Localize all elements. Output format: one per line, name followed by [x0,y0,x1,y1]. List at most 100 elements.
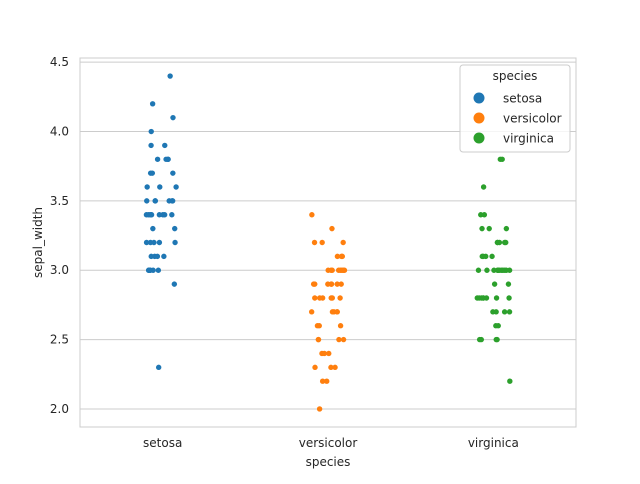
data-point-setosa [156,239,163,246]
y-tick-label: 2.0 [50,402,69,416]
data-point-virginica [478,336,485,343]
x-tick-label: virginica [468,436,519,450]
data-point-setosa [148,128,154,135]
data-point-versicolor [337,323,344,329]
data-point-virginica [500,267,506,273]
data-point-setosa [144,198,150,204]
data-point-setosa [154,156,161,162]
data-point-versicolor [309,212,315,218]
data-point-versicolor [308,309,315,315]
x-axis-label: species [306,455,351,469]
data-point-setosa [152,198,159,204]
data-point-virginica [497,156,504,162]
data-point-setosa [170,170,176,176]
data-points [143,73,513,412]
data-point-versicolor [314,323,321,329]
data-point-versicolor [334,281,340,287]
data-point-versicolor [336,336,342,343]
data-point-setosa [157,184,163,190]
data-point-versicolor [315,336,322,343]
data-point-setosa [149,170,156,176]
data-point-setosa [145,212,152,218]
legend: species setosa versicolor virginica [459,64,571,153]
data-point-versicolor [312,364,318,371]
data-point-virginica [484,267,490,273]
data-point-setosa [163,156,169,162]
data-point-virginica [480,253,486,260]
data-point-versicolor [316,406,323,412]
data-point-setosa [148,253,154,260]
data-point-virginica [491,267,497,273]
legend-box [459,64,571,153]
y-tick-labels: 2.0 2.5 3.0 3.5 4.0 4.5 [50,55,69,416]
data-point-versicolor [338,253,345,260]
data-point-virginica [480,184,487,190]
data-point-setosa [144,184,150,190]
data-point-setosa [154,253,161,260]
y-tick-label: 3.0 [50,263,69,277]
data-point-setosa [143,239,150,246]
legend-marker-virginica [473,132,485,144]
y-tick-label: 2.5 [50,333,69,347]
data-point-setosa [167,73,173,79]
data-point-setosa [150,225,156,232]
data-point-versicolor [334,253,341,260]
data-point-virginica [506,309,513,315]
data-point-versicolor [329,295,335,301]
x-tick-label: versicolor [299,436,358,450]
data-point-virginica [506,295,512,301]
data-point-versicolor [337,295,343,301]
data-point-virginica [501,309,508,315]
legend-label-versicolor: versicolor [503,112,562,126]
legend-marker-setosa [473,92,485,104]
data-point-setosa [149,101,156,107]
legend-marker-versicolor [473,112,485,124]
data-point-versicolor [319,378,326,384]
data-point-versicolor [312,281,318,287]
data-point-versicolor [312,295,318,301]
x-tick-labels: setosa versicolor virginica [143,436,519,450]
data-point-versicolor [329,309,336,315]
data-point-setosa [147,239,154,246]
data-point-versicolor [334,309,340,315]
legend-title: species [493,69,538,83]
data-point-virginica [491,281,498,287]
data-point-setosa [169,212,175,218]
data-point-setosa [156,212,163,218]
data-point-versicolor [321,350,328,357]
data-point-setosa [161,253,167,260]
data-point-setosa [173,184,179,190]
data-point-versicolor [338,281,344,287]
data-point-versicolor [340,336,347,343]
data-point-setosa [155,364,162,371]
data-point-versicolor [311,239,318,246]
data-point-setosa [170,114,176,121]
axes-spines [79,57,577,428]
data-point-versicolor [326,350,332,357]
data-point-virginica [495,267,501,273]
data-point-versicolor [319,239,325,246]
axes-frame [79,57,577,428]
data-point-setosa [172,239,178,246]
data-point-setosa [162,142,168,149]
data-point-versicolor [340,267,346,273]
data-point-virginica [505,281,512,287]
y-tick-label: 3.5 [50,194,69,208]
data-point-virginica [495,323,501,329]
data-point-setosa [161,212,168,218]
data-point-virginica [479,225,485,232]
data-point-virginica [489,253,495,260]
data-point-setosa [169,198,176,204]
data-point-virginica [493,295,500,301]
data-point-versicolor [332,364,338,371]
data-point-versicolor [328,267,334,273]
data-point-virginica [475,267,482,273]
data-point-setosa [146,267,152,273]
data-point-versicolor [329,225,335,232]
data-point-setosa [172,225,178,232]
legend-label-virginica: virginica [503,132,554,146]
y-tick-label: 4.0 [50,125,69,139]
data-point-virginica [480,295,487,301]
data-point-virginica [494,239,501,246]
legend-entries: setosa versicolor virginica [473,92,562,146]
